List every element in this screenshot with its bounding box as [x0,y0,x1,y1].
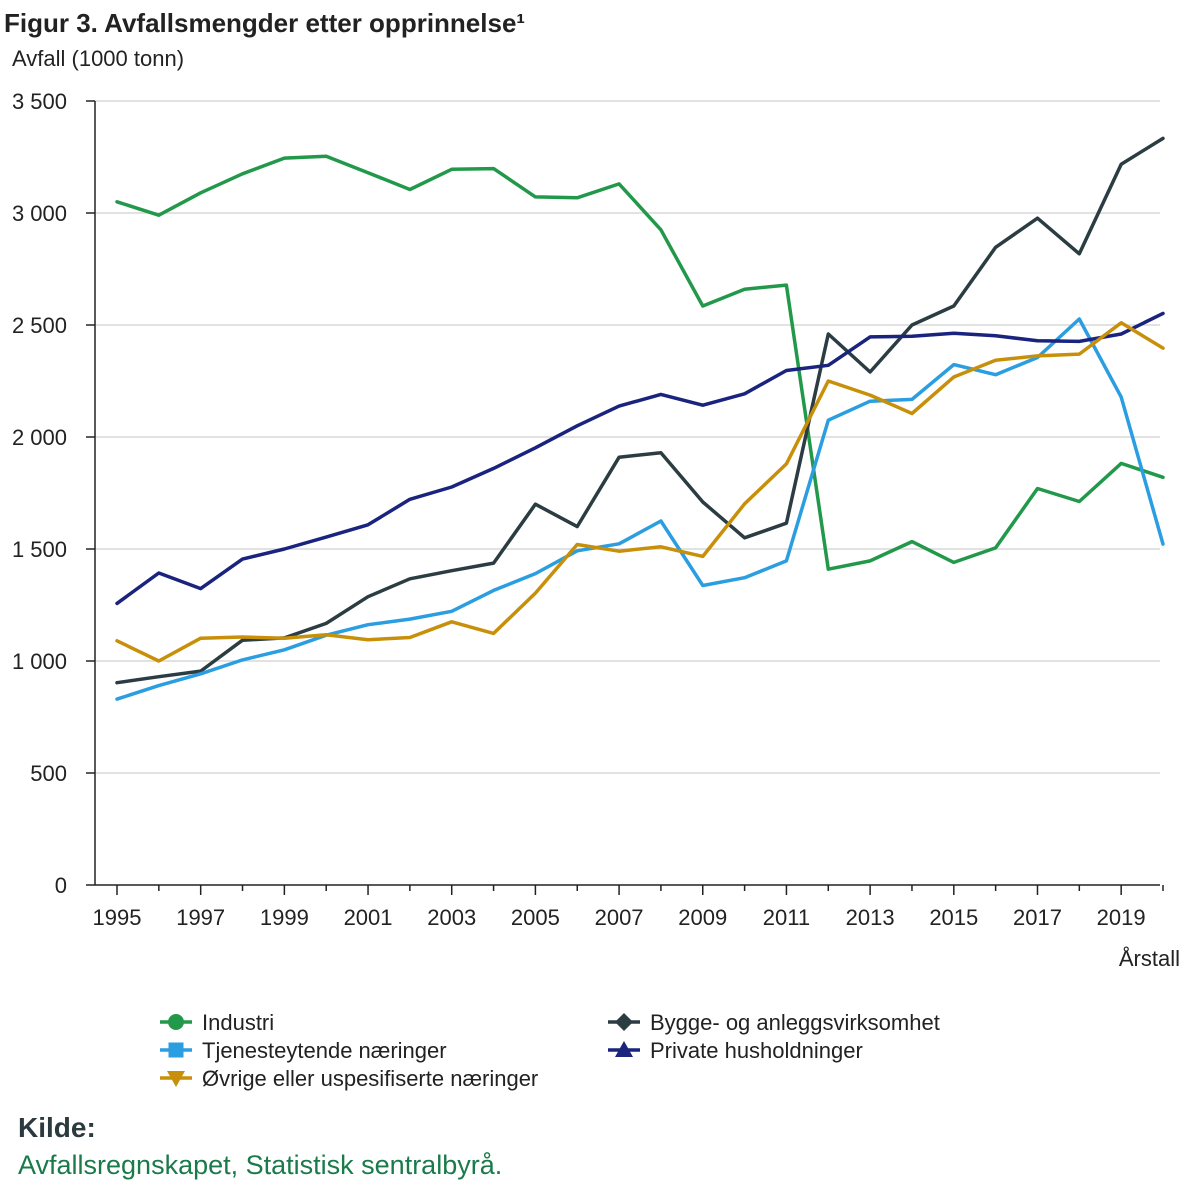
y-tick-label: 3 000 [12,201,67,226]
legend-label: Industri [202,1010,274,1035]
y-tick-label: 1 000 [12,649,67,674]
y-tick-label: 1 500 [12,537,67,562]
x-tick-label: 2013 [846,905,895,930]
legend-marker-circle [168,1014,184,1030]
legend-label: Tjenesteytende næringer [202,1038,447,1063]
y-axis-label: Avfall (1000 tonn) [12,46,185,71]
legend-item: Industri [160,1010,274,1035]
y-tick-label: 0 [55,873,67,898]
x-tick-label: 2005 [511,905,560,930]
axes: 0 500 1 000 1 500 2 000 2 500 3 000 3 500 1995 19… [12,89,1180,971]
x-tick-label: 2001 [344,905,393,930]
legend-label: Private husholdninger [650,1038,863,1063]
series-lines [115,136,1165,701]
x-axis-label: Årstall [1119,946,1180,971]
legend-marker-triangle [615,1041,633,1057]
series-line-industri [115,154,1165,571]
series-line-bygge-og-anleggsvirksomhet [115,136,1165,685]
grid-lines [95,100,1160,774]
legend-marker-square [168,1042,184,1058]
x-tick-label: 1995 [93,905,142,930]
legend-item: Øvrige eller uspesifiserte næringer [160,1066,538,1091]
x-tick-label: 2007 [595,905,644,930]
legend-item: Bygge- og anleggsvirksomhet [608,1010,940,1035]
legend-label: Øvrige eller uspesifiserte næringer [202,1066,538,1091]
legend-item: Tjenesteytende næringer [160,1038,447,1063]
x-tick-label: 2017 [1013,905,1062,930]
line-chart: 0 500 1 000 1 500 2 000 2 500 3 000 3 500 1995 19… [12,89,1180,1091]
legend-marker-triangle-down [167,1071,185,1087]
x-tick-label: 2009 [678,905,727,930]
x-tick-label: 1997 [176,905,225,930]
legend-item: Private husholdninger [608,1038,863,1063]
page-title: Figur 3. Avfallsmengder etter opprinnels… [4,8,526,38]
x-tick-label: 2003 [427,905,476,930]
y-tick-label: 2 500 [12,313,67,338]
x-tick-label: 2019 [1097,905,1146,930]
y-tick-label: 3 500 [12,89,67,114]
source-heading: Kilde: [18,1112,96,1143]
x-tick-label: 1999 [260,905,309,930]
y-tick-label: 500 [30,761,67,786]
series-line-øvrige-eller-uspesifiserte-næringer [115,321,1165,663]
x-tick-label: 2015 [929,905,978,930]
x-tick-label: 2011 [763,905,810,930]
series-line-tjenesteytende-næringer [115,317,1165,701]
legend: Industri Bygge- og anleggsvirksomhet Tjene… [160,1010,940,1091]
series-line-private-husholdninger [115,311,1165,606]
y-tick-label: 2 000 [12,425,67,450]
legend-marker-diamond [615,1013,633,1031]
legend-label: Bygge- og anleggsvirksomhet [650,1010,940,1035]
source-text: Avfallsregnskapet, Statistisk sentralbyr… [18,1150,503,1180]
